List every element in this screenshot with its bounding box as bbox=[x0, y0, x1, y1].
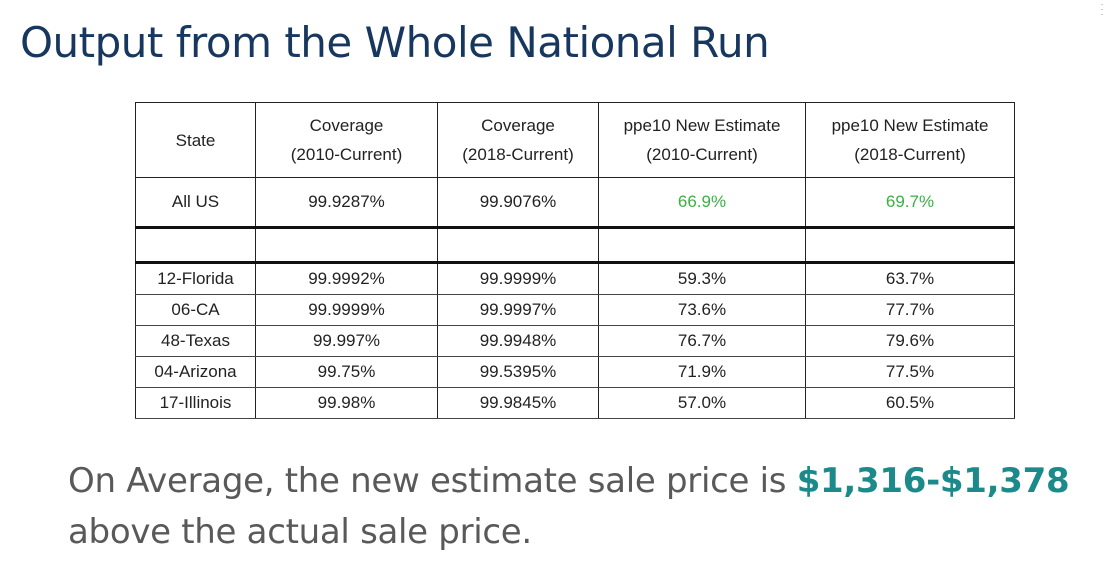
header-estimate-2018: ppe10 New Estimate (2018-Current) bbox=[805, 102, 1015, 178]
cell-coverage-2018: 99.9948% bbox=[437, 325, 599, 357]
cell-estimate-2010: 57.0% bbox=[598, 387, 806, 419]
cell-state: 04-Arizona bbox=[135, 356, 256, 388]
empty-cell bbox=[135, 226, 256, 263]
table-row: 48-Texas 99.997% 99.9948% 76.7% 79.6% bbox=[135, 325, 1015, 357]
cell-coverage-2010: 99.9992% bbox=[255, 261, 438, 295]
cell-coverage-2010: 99.9287% bbox=[255, 177, 438, 228]
table-row-all-us: All US 99.9287% 99.9076% 66.9% 69.7% bbox=[135, 177, 1015, 228]
cell-coverage-2018: 99.9997% bbox=[437, 294, 599, 326]
table-row-spacer bbox=[135, 226, 1015, 263]
table-header-row: State Coverage (2010-Current) Coverage (20… bbox=[135, 102, 1015, 178]
header-state: State bbox=[135, 102, 256, 178]
cell-coverage-2018: 99.9076% bbox=[437, 177, 599, 228]
cell-state: All US bbox=[135, 177, 256, 228]
table-row: 06-CA 99.9999% 99.9997% 73.6% 77.7% bbox=[135, 294, 1015, 326]
empty-cell bbox=[805, 226, 1015, 263]
cell-estimate-2018: 60.5% bbox=[805, 387, 1015, 419]
results-table: State Coverage (2010-Current) Coverage (20… bbox=[135, 102, 1015, 419]
cell-estimate-2010: 76.7% bbox=[598, 325, 806, 357]
cell-coverage-2018: 99.9845% bbox=[437, 387, 599, 419]
cell-state: 12-Florida bbox=[135, 261, 256, 295]
summary-text: On Average, the new estimate sale price … bbox=[68, 456, 1103, 558]
cell-coverage-2018: 99.9999% bbox=[437, 261, 599, 295]
cell-estimate-2010: 59.3% bbox=[598, 261, 806, 295]
cell-estimate-2018: 79.6% bbox=[805, 325, 1015, 357]
cell-coverage-2010: 99.9999% bbox=[255, 294, 438, 326]
summary-suffix: above the actual sale price. bbox=[68, 512, 532, 552]
cell-coverage-2010: 99.98% bbox=[255, 387, 438, 419]
cell-estimate-2010: 71.9% bbox=[598, 356, 806, 388]
table-row: 12-Florida 99.9992% 99.9999% 59.3% 63.7% bbox=[135, 261, 1015, 295]
more-options-icon[interactable]: · · · bbox=[1100, 0, 1104, 19]
header-estimate-2010: ppe10 New Estimate (2010-Current) bbox=[598, 102, 806, 178]
empty-cell bbox=[598, 226, 806, 263]
cell-coverage-2010: 99.997% bbox=[255, 325, 438, 357]
cell-state: 06-CA bbox=[135, 294, 256, 326]
cell-coverage-2018: 99.5395% bbox=[437, 356, 599, 388]
cell-state: 17-Illinois bbox=[135, 387, 256, 419]
cell-estimate-2010: 66.9% bbox=[598, 177, 806, 228]
cell-state: 48-Texas bbox=[135, 325, 256, 357]
cell-estimate-2018: 77.5% bbox=[805, 356, 1015, 388]
header-coverage-2010: Coverage (2010-Current) bbox=[255, 102, 438, 178]
cell-coverage-2010: 99.75% bbox=[255, 356, 438, 388]
table-row: 17-Illinois 99.98% 99.9845% 57.0% 60.5% bbox=[135, 387, 1015, 419]
cell-estimate-2018: 77.7% bbox=[805, 294, 1015, 326]
summary-prefix: On Average, the new estimate sale price … bbox=[68, 461, 797, 501]
header-coverage-2018: Coverage (2018-Current) bbox=[437, 102, 599, 178]
empty-cell bbox=[255, 226, 438, 263]
price-range: $1,316-$1,378 bbox=[796, 461, 1070, 501]
empty-cell bbox=[437, 226, 599, 263]
cell-estimate-2018: 63.7% bbox=[805, 261, 1015, 295]
cell-estimate-2018: 69.7% bbox=[805, 177, 1015, 228]
cell-estimate-2010: 73.6% bbox=[598, 294, 806, 326]
table-row: 04-Arizona 99.75% 99.5395% 71.9% 77.5% bbox=[135, 356, 1015, 388]
page-title: Output from the Whole National Run bbox=[20, 18, 770, 67]
